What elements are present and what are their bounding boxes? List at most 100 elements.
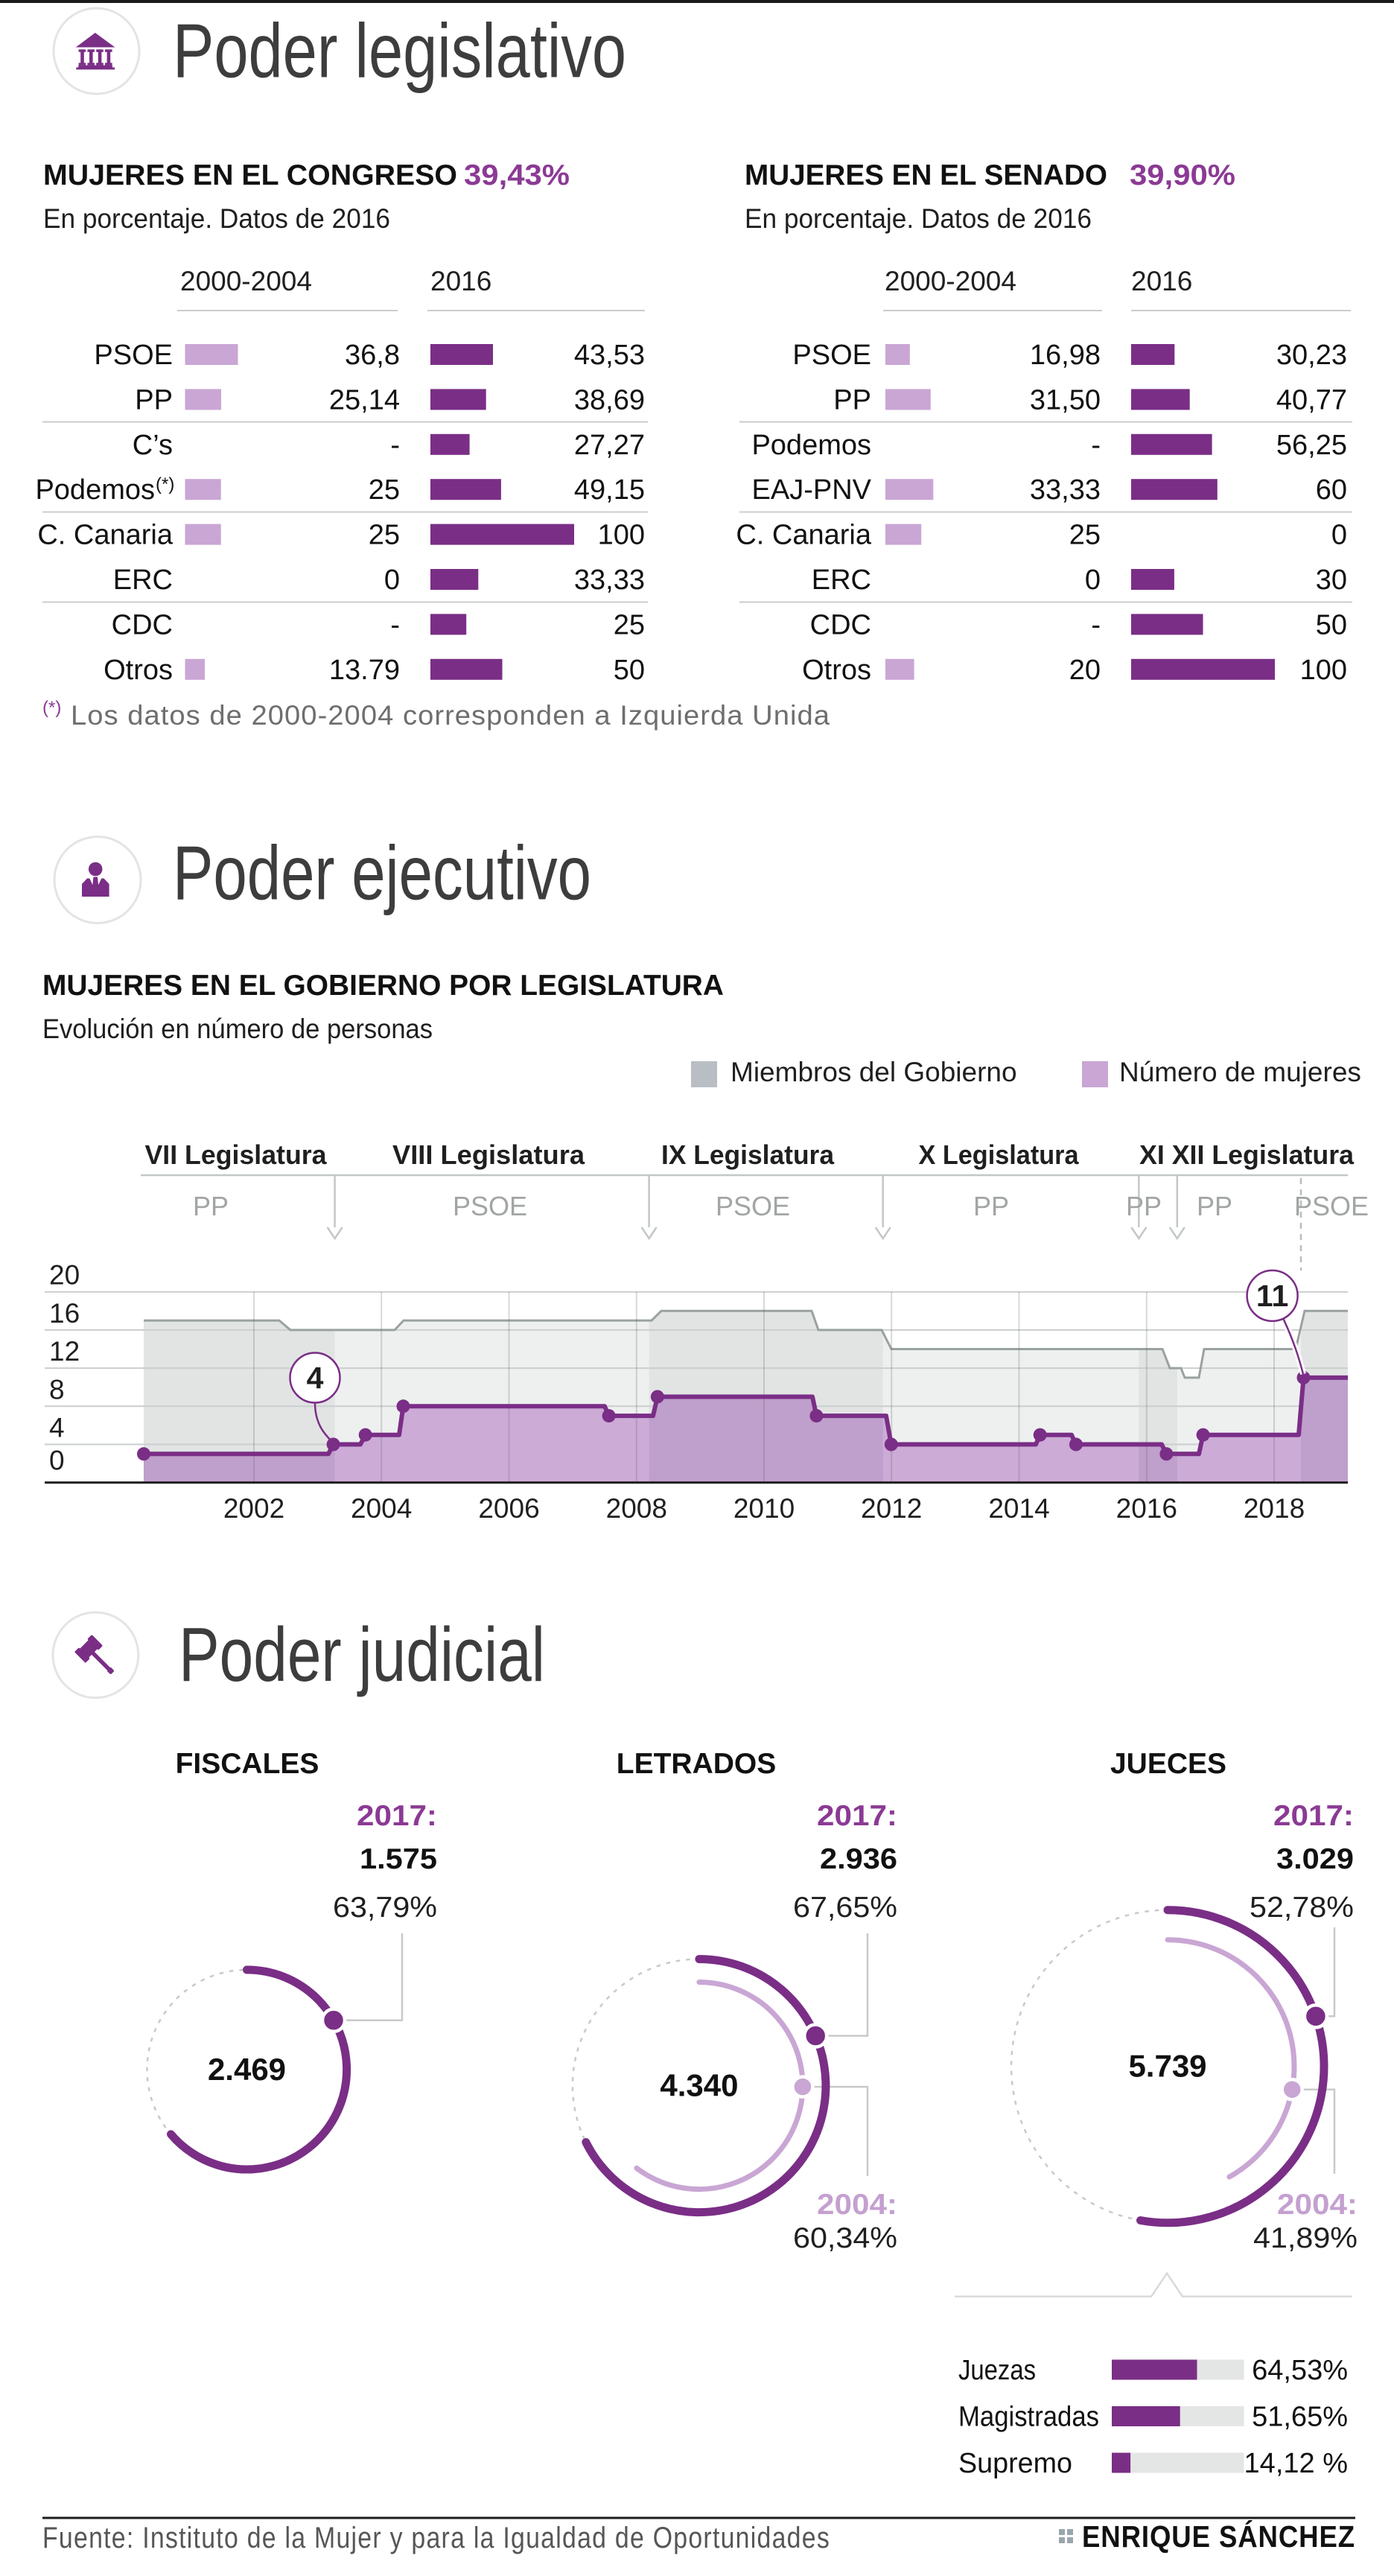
svg-text:25,14: 25,14 bbox=[329, 384, 400, 416]
svg-text:Poder ejecutivo: Poder ejecutivo bbox=[173, 830, 591, 916]
svg-text:5.739: 5.739 bbox=[1128, 2049, 1206, 2084]
svg-text:Otros: Otros bbox=[104, 655, 173, 686]
svg-text:Los datos de 2000-2004 corresp: Los datos de 2000-2004 corresponden a Iz… bbox=[71, 700, 830, 731]
svg-text:Evolución en número de persona: Evolución en número de personas bbox=[42, 1014, 433, 1044]
svg-text:14,12 %: 14,12 % bbox=[1244, 2448, 1348, 2479]
svg-text:Poder judicial: Poder judicial bbox=[179, 1612, 545, 1697]
svg-text:2010: 2010 bbox=[733, 1493, 795, 1524]
svg-text:C. Canaria: C. Canaria bbox=[736, 520, 871, 551]
svg-text:VIII Legislatura: VIII Legislatura bbox=[392, 1139, 585, 1170]
svg-text:(*): (*) bbox=[42, 698, 61, 718]
svg-text:PSOE: PSOE bbox=[453, 1191, 527, 1221]
svg-text:25: 25 bbox=[369, 520, 400, 551]
svg-text:2006: 2006 bbox=[478, 1493, 539, 1524]
svg-text:60,34%: 60,34% bbox=[793, 2222, 897, 2254]
svg-text:100: 100 bbox=[598, 520, 645, 551]
svg-text:-: - bbox=[390, 430, 400, 461]
svg-text:100: 100 bbox=[1300, 655, 1347, 686]
svg-text:Podemos: Podemos bbox=[751, 430, 871, 461]
svg-text:56,25: 56,25 bbox=[1276, 430, 1347, 461]
svg-text:PSOE: PSOE bbox=[1294, 1191, 1369, 1221]
svg-text:30: 30 bbox=[1316, 565, 1347, 596]
svg-text:CDC: CDC bbox=[112, 609, 173, 640]
svg-text:2016: 2016 bbox=[1131, 266, 1192, 296]
svg-text:VII Legislatura: VII Legislatura bbox=[145, 1139, 328, 1170]
svg-text:2.469: 2.469 bbox=[208, 2052, 286, 2087]
svg-text:38,69: 38,69 bbox=[574, 384, 645, 416]
svg-text:63,79%: 63,79% bbox=[333, 1892, 437, 1924]
svg-text:25: 25 bbox=[1069, 520, 1101, 551]
svg-text:27,27: 27,27 bbox=[574, 430, 645, 461]
svg-text:X Legislatura: X Legislatura bbox=[919, 1139, 1080, 1170]
svg-text:2018: 2018 bbox=[1244, 1493, 1305, 1524]
svg-text:2000-2004: 2000-2004 bbox=[180, 266, 312, 296]
svg-text:Poder legislativo: Poder legislativo bbox=[173, 8, 626, 94]
svg-text:2017:: 2017: bbox=[1273, 1800, 1354, 1832]
svg-text:16: 16 bbox=[49, 1298, 80, 1329]
svg-text:2016: 2016 bbox=[1116, 1493, 1177, 1524]
svg-text:-: - bbox=[1091, 609, 1101, 640]
svg-text:2004:: 2004: bbox=[1277, 2189, 1358, 2221]
svg-text:MUJERES EN EL CONGRESO: MUJERES EN EL CONGRESO bbox=[43, 159, 457, 191]
svg-text:FISCALES: FISCALES bbox=[176, 1748, 319, 1780]
svg-text:3.029: 3.029 bbox=[1276, 1843, 1354, 1875]
svg-text:Fuente: Instituto de la Mujer: Fuente: Instituto de la Mujer y para la … bbox=[42, 2522, 830, 2554]
svg-text:20: 20 bbox=[1069, 655, 1101, 686]
svg-text:1.575: 1.575 bbox=[360, 1843, 437, 1875]
svg-text:20: 20 bbox=[49, 1260, 80, 1291]
svg-text:ERC: ERC bbox=[113, 565, 173, 596]
svg-text:33,33: 33,33 bbox=[1030, 474, 1101, 506]
svg-text:33,33: 33,33 bbox=[574, 565, 645, 596]
svg-text:31,50: 31,50 bbox=[1030, 384, 1101, 416]
svg-text:67,65%: 67,65% bbox=[793, 1892, 897, 1924]
svg-text:MUJERES EN EL SENADO: MUJERES EN EL SENADO bbox=[745, 159, 1107, 191]
svg-text:52,78%: 52,78% bbox=[1250, 1892, 1354, 1924]
svg-text:60: 60 bbox=[1316, 474, 1347, 506]
svg-text:25: 25 bbox=[614, 609, 645, 640]
svg-text:EAJ-PNV: EAJ-PNV bbox=[752, 474, 872, 506]
svg-text:Número de mujeres: Número de mujeres bbox=[1119, 1057, 1361, 1087]
svg-text:0: 0 bbox=[1331, 520, 1347, 551]
svg-text:0: 0 bbox=[1085, 565, 1101, 596]
svg-text:2004: 2004 bbox=[351, 1493, 412, 1524]
svg-text:2002: 2002 bbox=[223, 1493, 284, 1524]
svg-text:PSOE: PSOE bbox=[792, 340, 871, 371]
svg-text:PP: PP bbox=[193, 1191, 229, 1221]
svg-text:PP: PP bbox=[135, 384, 173, 416]
svg-text:PP: PP bbox=[1126, 1191, 1162, 1221]
svg-text:12: 12 bbox=[49, 1336, 80, 1367]
svg-text:39,43%: 39,43% bbox=[464, 159, 570, 191]
svg-text:2.936: 2.936 bbox=[820, 1843, 897, 1875]
svg-text:IX Legislatura: IX Legislatura bbox=[661, 1139, 835, 1170]
svg-text:43,53: 43,53 bbox=[574, 340, 645, 371]
svg-text:ENRIQUE SÁNCHEZ: ENRIQUE SÁNCHEZ bbox=[1082, 2519, 1355, 2554]
svg-text:Magistradas: Magistradas bbox=[958, 2402, 1099, 2433]
svg-text:41,89%: 41,89% bbox=[1253, 2222, 1358, 2254]
svg-text:PP: PP bbox=[1197, 1191, 1232, 1221]
svg-text:C. Canaria: C. Canaria bbox=[37, 520, 173, 551]
svg-text:2008: 2008 bbox=[606, 1493, 667, 1524]
svg-text:4: 4 bbox=[307, 1361, 324, 1395]
svg-text:Podemos: Podemos bbox=[35, 474, 155, 506]
svg-text:11: 11 bbox=[1256, 1279, 1288, 1313]
svg-text:2014: 2014 bbox=[988, 1493, 1049, 1524]
svg-text:Juezas: Juezas bbox=[958, 2355, 1036, 2386]
svg-text:2016: 2016 bbox=[430, 266, 491, 296]
svg-text:64,53%: 64,53% bbox=[1252, 2355, 1348, 2386]
svg-text:2012: 2012 bbox=[861, 1493, 922, 1524]
svg-text:2017:: 2017: bbox=[817, 1800, 897, 1832]
svg-text:C’s: C’s bbox=[133, 430, 173, 461]
svg-text:2000-2004: 2000-2004 bbox=[885, 266, 1016, 296]
svg-text:13.79: 13.79 bbox=[329, 655, 400, 686]
svg-text:50: 50 bbox=[614, 655, 645, 686]
svg-text:30,23: 30,23 bbox=[1276, 340, 1347, 371]
svg-text:CDC: CDC bbox=[810, 609, 871, 640]
svg-text:MUJERES EN EL GOBIERNO POR LEG: MUJERES EN EL GOBIERNO POR LEGISLATURA bbox=[42, 970, 724, 1002]
svg-text:Supremo: Supremo bbox=[958, 2448, 1072, 2479]
svg-text:-: - bbox=[1091, 430, 1101, 461]
svg-text:25: 25 bbox=[369, 474, 400, 506]
svg-text:XI XII Legislatura: XI XII Legislatura bbox=[1139, 1139, 1355, 1170]
svg-text:36,8: 36,8 bbox=[345, 340, 400, 371]
svg-text:39,90%: 39,90% bbox=[1130, 159, 1235, 191]
svg-text:(*): (*) bbox=[156, 474, 174, 494]
